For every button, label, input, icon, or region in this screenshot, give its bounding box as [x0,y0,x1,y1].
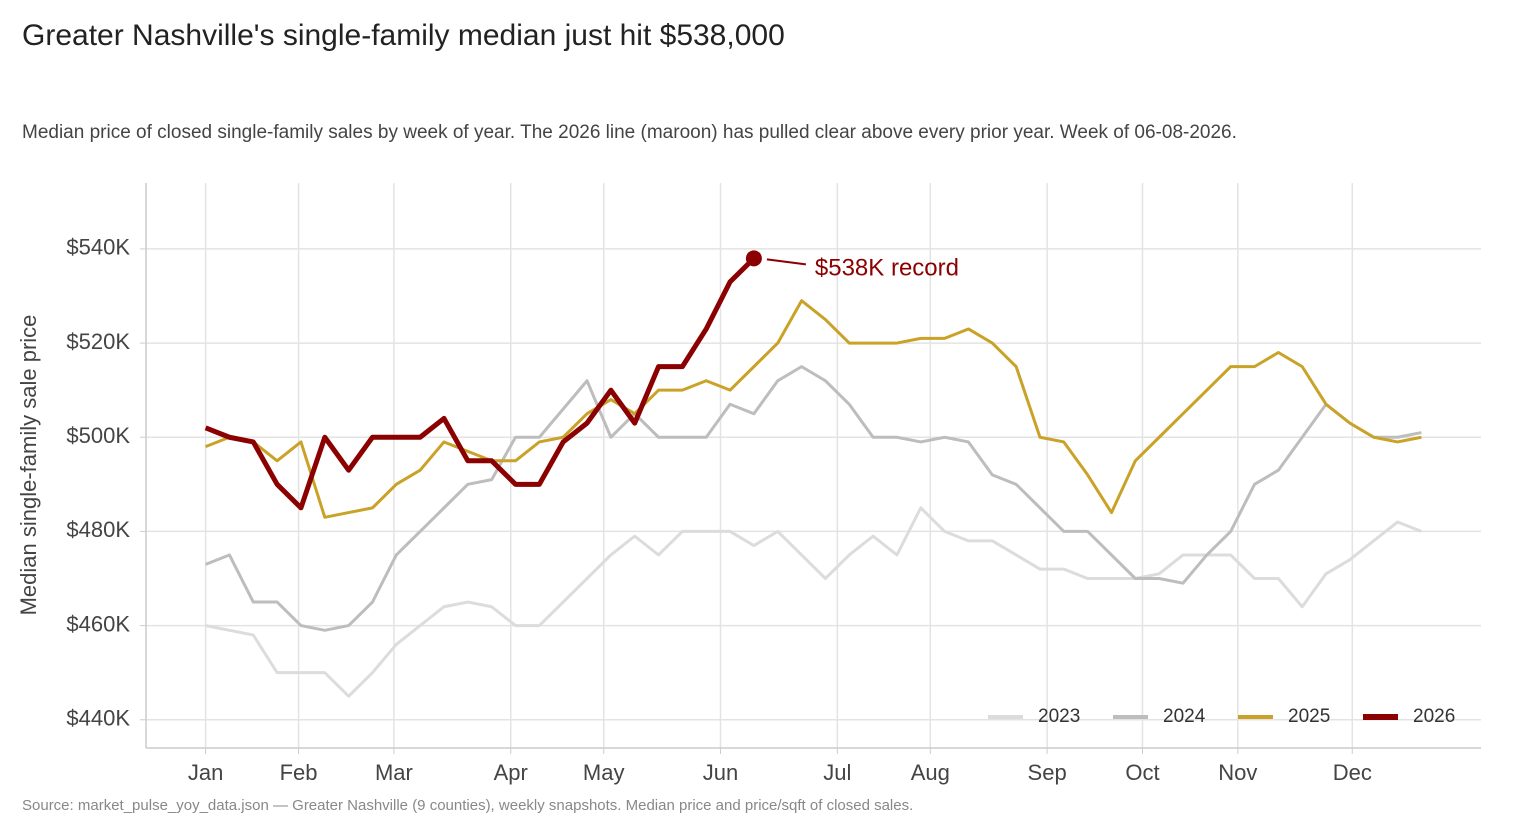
source-note: Source: market_pulse_yoy_data.json — Gre… [22,797,913,814]
x-tick-label: Oct [1125,760,1159,785]
legend-label: 2026 [1413,706,1455,727]
chart-title: Greater Nashville's single-family median… [22,19,785,52]
legend-label: 2024 [1163,706,1206,727]
chart-subtitle: Median price of closed single-family sal… [22,122,1237,143]
x-tick-label: Feb [280,760,318,785]
series-line [205,365,1422,632]
x-tick-label: Aug [911,760,950,785]
series-line [204,256,756,511]
y-tick-label: $520K [66,329,130,354]
y-tick-label: $460K [66,611,130,636]
y-tick-label: $500K [66,423,130,448]
series-line [205,506,1422,698]
x-tick-label: Sep [1028,760,1067,785]
record-point [745,250,762,267]
x-tick-label: Mar [375,760,413,785]
y-tick-label: $480K [66,517,130,542]
x-tick-label: Jun [703,760,738,785]
legend-label: 2025 [1288,706,1330,727]
y-axis-label: Median single-family sale price [16,315,41,616]
x-tick-label: Nov [1218,760,1257,785]
x-tick-label: Jan [188,760,223,785]
x-tick-label: Apr [494,760,528,785]
legend-label: 2023 [1038,706,1080,727]
x-tick-label: Dec [1333,760,1372,785]
annotation: $538K record [815,255,959,282]
series-line [205,299,1422,519]
y-tick-label: $540K [66,235,130,260]
x-tick-label: May [583,760,625,785]
x-tick-label: Jul [823,760,851,785]
y-tick-label: $440K [66,706,130,731]
annotation-leader [766,258,807,266]
